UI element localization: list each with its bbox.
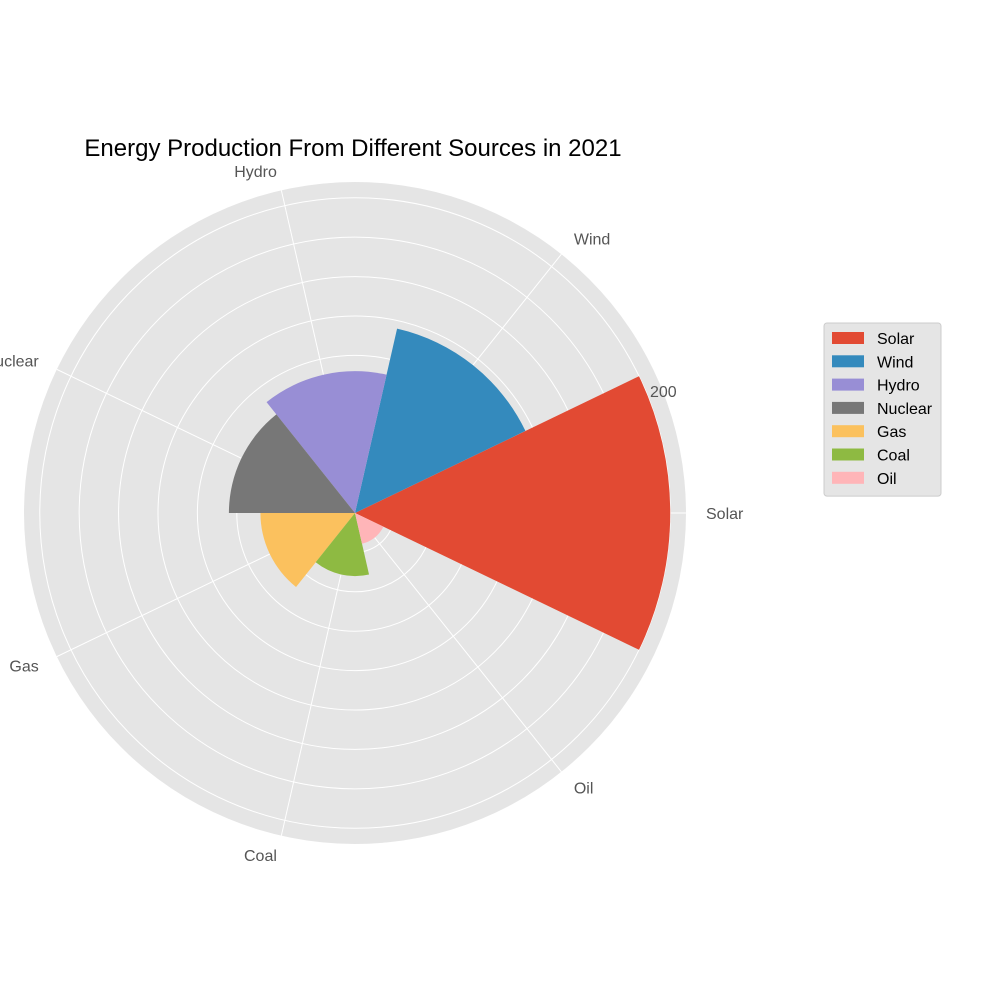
legend-label-gas: Gas [877, 424, 906, 441]
legend-swatch-hydro [832, 378, 864, 391]
radial-tick-labels: 200 [650, 384, 677, 401]
legend: Solar Wind Hydro Nuclear Gas Coal Oil [823, 322, 942, 497]
bar-hydro [266, 371, 387, 513]
radial-tick-label: 200 [650, 384, 677, 401]
bar-oil [355, 513, 384, 544]
legend-swatch-nuclear [832, 401, 864, 414]
chart-title: Energy Production From Different Sources… [84, 135, 621, 162]
category-label-wind: Wind [574, 232, 610, 249]
bar-solar [355, 376, 671, 650]
category-labels: Solar Wind Hydro Nuclear Gas Coal Oil [0, 164, 744, 865]
category-label-oil: Oil [574, 780, 594, 797]
legend-swatch-solar [832, 332, 864, 344]
legend-swatch-oil [832, 471, 864, 484]
legend-label-wind: Wind [877, 354, 913, 371]
bar-nuclear [228, 414, 355, 513]
category-label-hydro: Hydro [234, 164, 277, 181]
legend-label-hydro: Hydro [877, 378, 920, 395]
legend-swatch-gas [832, 425, 864, 438]
legend-label-oil: Oil [877, 471, 897, 488]
category-label-coal: Coal [244, 848, 277, 865]
legend-swatch-wind [832, 355, 864, 368]
legend-label-coal: Coal [877, 448, 910, 465]
polar-bars [228, 328, 671, 650]
angular-gridline [354, 512, 562, 773]
bar-wind [355, 328, 526, 513]
bar-gas [260, 513, 355, 587]
category-label-gas: Gas [9, 658, 38, 675]
legend-label-nuclear: Nuclear [877, 401, 933, 418]
category-label-nuclear: Nuclear [0, 354, 39, 371]
bar-coal [315, 513, 370, 577]
category-label-solar: Solar [706, 506, 744, 523]
legend-label-solar: Solar [877, 331, 915, 348]
legend-swatch-coal [832, 448, 864, 461]
